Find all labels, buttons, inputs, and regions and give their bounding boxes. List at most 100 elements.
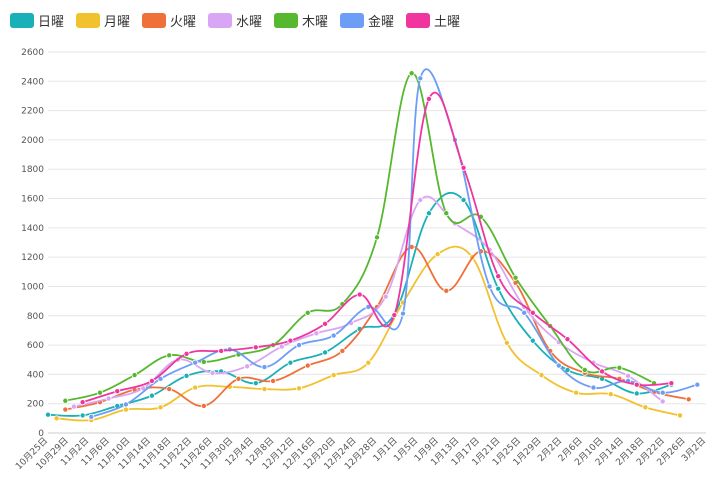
data-point[interactable] bbox=[157, 404, 164, 411]
data-point[interactable] bbox=[503, 339, 510, 346]
data-point[interactable] bbox=[45, 411, 52, 418]
data-point[interactable] bbox=[79, 412, 86, 419]
data-point[interactable] bbox=[148, 377, 155, 384]
data-point[interactable] bbox=[529, 337, 536, 344]
data-point[interactable] bbox=[659, 398, 666, 405]
data-point[interactable] bbox=[287, 359, 294, 366]
data-point[interactable] bbox=[122, 401, 129, 408]
data-point[interactable] bbox=[166, 386, 173, 393]
data-point[interactable] bbox=[200, 402, 207, 409]
y-tick-label: 1000 bbox=[21, 282, 44, 292]
legend-item-2[interactable]: 月曜 bbox=[76, 13, 130, 30]
data-point[interactable] bbox=[244, 363, 251, 370]
data-point[interactable] bbox=[209, 369, 216, 376]
data-point[interactable] bbox=[304, 362, 311, 369]
legend-item-5[interactable]: 木曜 bbox=[274, 13, 328, 30]
legend-item-4[interactable]: 水曜 bbox=[208, 13, 262, 30]
data-point[interactable] bbox=[486, 283, 493, 290]
data-point[interactable] bbox=[425, 210, 432, 217]
data-point[interactable] bbox=[96, 389, 103, 396]
data-point[interactable] bbox=[677, 412, 684, 419]
data-point[interactable] bbox=[529, 309, 536, 316]
data-point[interactable] bbox=[538, 372, 545, 379]
data-point[interactable] bbox=[460, 164, 467, 171]
data-point[interactable] bbox=[590, 384, 597, 391]
data-point[interactable] bbox=[330, 332, 337, 339]
data-point[interactable] bbox=[443, 287, 450, 294]
data-point[interactable] bbox=[261, 364, 268, 371]
data-point[interactable] bbox=[460, 197, 467, 204]
data-point[interactable] bbox=[365, 359, 372, 366]
data-point[interactable] bbox=[382, 293, 389, 300]
data-point[interactable] bbox=[399, 310, 406, 317]
data-point[interactable] bbox=[599, 368, 606, 375]
data-point[interactable] bbox=[322, 349, 329, 356]
legend-item-6[interactable]: 金曜 bbox=[340, 13, 394, 30]
data-point[interactable] bbox=[330, 372, 337, 379]
data-point[interactable] bbox=[322, 320, 329, 327]
data-point[interactable] bbox=[694, 381, 701, 388]
data-point[interactable] bbox=[114, 388, 121, 395]
data-point[interactable] bbox=[339, 347, 346, 354]
data-point[interactable] bbox=[278, 343, 285, 350]
data-point[interactable] bbox=[555, 362, 562, 369]
data-point[interactable] bbox=[252, 380, 259, 387]
data-point[interactable] bbox=[425, 95, 432, 102]
data-point[interactable] bbox=[218, 347, 225, 354]
legend-item-1[interactable]: 日曜 bbox=[10, 13, 64, 30]
data-point[interactable] bbox=[495, 273, 502, 280]
data-point[interactable] bbox=[157, 375, 164, 382]
data-point[interactable] bbox=[261, 386, 268, 393]
data-point[interactable] bbox=[53, 415, 60, 422]
data-point[interactable] bbox=[521, 309, 528, 316]
data-point[interactable] bbox=[512, 274, 519, 281]
data-point[interactable] bbox=[270, 377, 277, 384]
data-point[interactable] bbox=[148, 392, 155, 399]
data-point[interactable] bbox=[391, 312, 398, 319]
data-point[interactable] bbox=[296, 385, 303, 392]
data-point[interactable] bbox=[356, 291, 363, 298]
data-point[interactable] bbox=[581, 366, 588, 373]
data-point[interactable] bbox=[668, 380, 675, 387]
data-point[interactable] bbox=[642, 404, 649, 411]
data-point[interactable] bbox=[434, 251, 441, 258]
data-point[interactable] bbox=[192, 359, 199, 366]
data-point[interactable] bbox=[70, 403, 77, 410]
data-point[interactable] bbox=[625, 372, 632, 379]
data-point[interactable] bbox=[192, 384, 199, 391]
data-point[interactable] bbox=[105, 395, 112, 402]
data-point[interactable] bbox=[633, 381, 640, 388]
y-tick-label: 1400 bbox=[21, 224, 44, 234]
data-point[interactable] bbox=[408, 70, 415, 77]
data-point[interactable] bbox=[296, 342, 303, 349]
data-point[interactable] bbox=[122, 406, 129, 413]
data-point[interactable] bbox=[607, 391, 614, 398]
data-point[interactable] bbox=[62, 397, 69, 404]
data-point[interactable] bbox=[417, 197, 424, 204]
data-point[interactable] bbox=[313, 330, 320, 337]
data-point[interactable] bbox=[183, 372, 190, 379]
data-point[interactable] bbox=[287, 337, 294, 344]
data-point[interactable] bbox=[417, 75, 424, 82]
data-point[interactable] bbox=[685, 396, 692, 403]
data-point[interactable] bbox=[564, 336, 571, 343]
data-point[interactable] bbox=[183, 350, 190, 357]
data-point[interactable] bbox=[495, 285, 502, 292]
legend-item-7[interactable]: 土曜 bbox=[406, 13, 460, 30]
data-point[interactable] bbox=[62, 406, 69, 413]
data-point[interactable] bbox=[659, 389, 666, 396]
data-point[interactable] bbox=[252, 344, 259, 351]
data-point[interactable] bbox=[79, 399, 86, 406]
data-point[interactable] bbox=[443, 210, 450, 217]
data-point[interactable] bbox=[564, 366, 571, 373]
data-point[interactable] bbox=[88, 413, 95, 420]
data-point[interactable] bbox=[166, 352, 173, 359]
legend-item-3[interactable]: 火曜 bbox=[142, 13, 196, 30]
data-point[interactable] bbox=[633, 390, 640, 397]
data-point[interactable] bbox=[304, 309, 311, 316]
data-point[interactable] bbox=[131, 372, 138, 379]
data-point[interactable] bbox=[373, 234, 380, 241]
data-point[interactable] bbox=[573, 389, 580, 396]
data-point[interactable] bbox=[235, 375, 242, 382]
data-point[interactable] bbox=[616, 364, 623, 371]
